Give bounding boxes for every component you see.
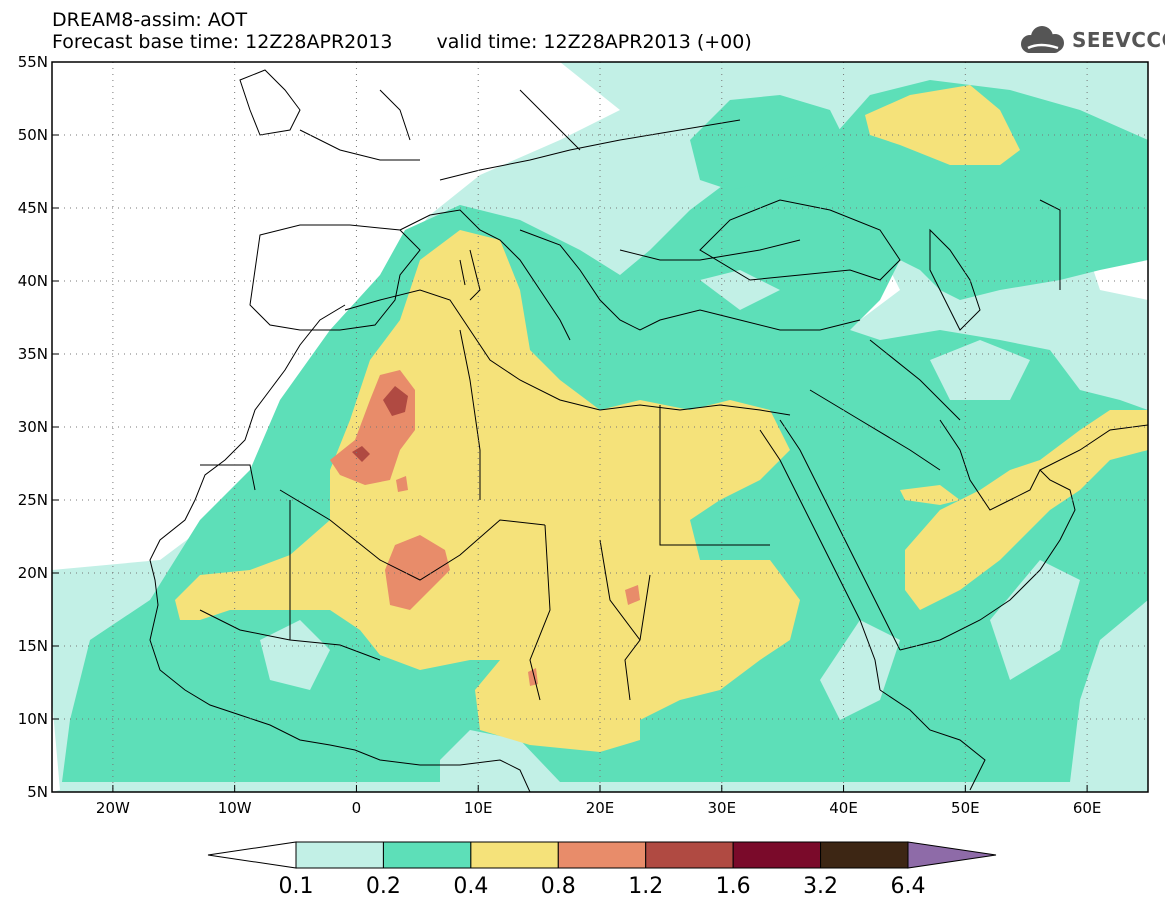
lon-tick-label: 30E xyxy=(707,799,736,817)
colorbar-box xyxy=(295,841,384,869)
lon-tick-label: 40E xyxy=(829,799,858,817)
lat-tick-label: 45N xyxy=(18,199,48,217)
aot-band-1.2-1.6 xyxy=(352,386,408,462)
colorbar-label: 0.4 xyxy=(453,874,488,899)
base-time: Forecast base time: 12Z28APR2013 xyxy=(52,31,393,53)
logo-text: SEEVCCC xyxy=(1072,28,1165,52)
colorbar-label: 0.2 xyxy=(366,874,401,899)
seevccc-logo: SEEVCCC xyxy=(1016,24,1165,58)
lat-tick-label: 35N xyxy=(18,345,48,363)
lat-tick-label: 40N xyxy=(18,272,48,290)
lon-tick-label: 20W xyxy=(96,799,130,817)
lon-tick-labels: 20W 10W 0 10E 20E 30E 40E 50E 60E xyxy=(96,785,1101,817)
lon-tick-label: 60E xyxy=(1073,799,1102,817)
lon-tick-label: 0 xyxy=(352,799,362,817)
lon-tick-label: 50E xyxy=(951,799,980,817)
colorbar-label: 6.4 xyxy=(891,874,926,899)
lon-tick-label: 20E xyxy=(586,799,615,817)
lon-tick-label: 10E xyxy=(464,799,493,817)
lat-tick-label: 15N xyxy=(18,637,48,655)
aot-colorbar: 0.1 0.2 0.4 0.8 1.2 1.6 3.2 6.4 xyxy=(207,841,997,899)
lon-tick-label: 10W xyxy=(218,799,252,817)
lat-tick-label: 55N xyxy=(18,53,48,71)
colorbar-box xyxy=(470,841,559,869)
coastlines xyxy=(149,69,1148,792)
map-title: DREAM8-assim: AOT xyxy=(52,9,248,31)
colorbar-min-arrow xyxy=(207,841,297,869)
aot-band-0.1-0.2 xyxy=(260,270,1080,782)
colorbar-label: 3.2 xyxy=(803,874,838,899)
aot-field xyxy=(52,62,1148,792)
colorbar-label: 0.8 xyxy=(541,874,576,899)
lat-tick-label: 25N xyxy=(18,491,48,509)
lat-tick-label: 50N xyxy=(18,126,48,144)
valid-time: valid time: 12Z28APR2013 (+00) xyxy=(436,31,752,53)
colorbar-label: 0.1 xyxy=(279,874,314,899)
cloud-icon xyxy=(1021,26,1064,53)
colorbar-box xyxy=(820,841,909,869)
lat-tick-label: 5N xyxy=(27,783,48,801)
colorbar-label: 1.6 xyxy=(716,874,751,899)
colorbar-box xyxy=(557,841,647,869)
colorbar-label: 1.2 xyxy=(628,874,663,899)
colorbar-box xyxy=(645,841,734,869)
colorbar-box xyxy=(382,841,472,869)
lat-tick-labels: 55N 50N 45N 40N 35N 30N 25N 20N 15N 10N 5N xyxy=(18,53,59,801)
map-subtitle: Forecast base time: 12Z28APR2013 valid ti… xyxy=(52,32,752,52)
colorbar-max-arrow xyxy=(907,841,997,869)
lat-tick-label: 10N xyxy=(18,710,48,728)
lat-tick-label: 20N xyxy=(18,564,48,582)
colorbar-box xyxy=(732,841,822,869)
lat-tick-label: 30N xyxy=(18,418,48,436)
